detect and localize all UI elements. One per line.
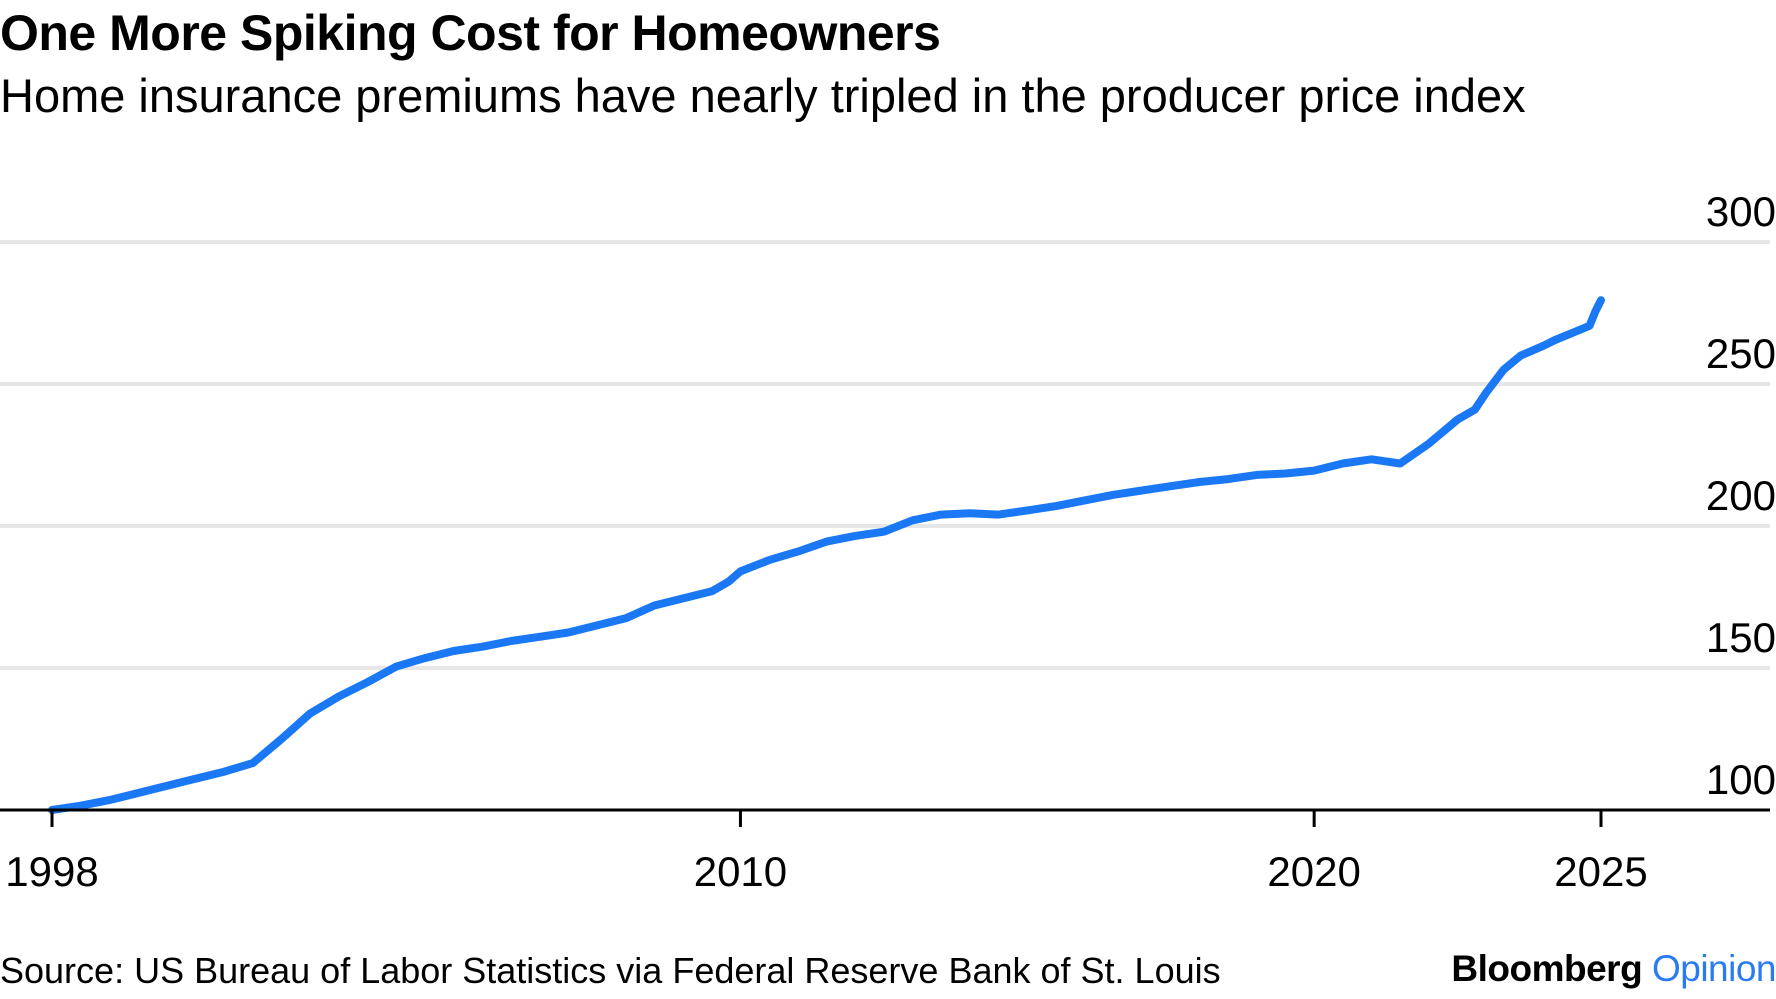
y-tick-labels: 100 150 200 250 300: [1706, 188, 1776, 803]
series-line-0: [48, 296, 1605, 814]
brand-accent: Opinion: [1651, 948, 1776, 989]
x-tick-label-1998: 1998: [5, 848, 98, 895]
chart-title: One More Spiking Cost for Homeowners: [0, 5, 941, 61]
y-tick-label-100: 100: [1706, 756, 1776, 803]
source-note: Source: US Bureau of Labor Statistics vi…: [0, 950, 1221, 991]
x-tick-label-2020: 2020: [1267, 848, 1360, 895]
y-tick-label-300: 300: [1706, 188, 1776, 235]
chart-subtitle: Home insurance premiums have nearly trip…: [0, 69, 1526, 122]
gridlines: [0, 240, 1770, 670]
x-ticks: 1998 2010 2020 2025: [5, 810, 1648, 895]
x-tick-label-2025: 2025: [1554, 848, 1647, 895]
y-tick-label-150: 150: [1706, 614, 1776, 661]
x-tick-label-2010: 2010: [694, 848, 787, 895]
bloomberg-opinion-logo: Bloomberg Opinion: [1451, 948, 1776, 990]
series-layer: [48, 296, 1605, 814]
y-tick-label-200: 200: [1706, 472, 1776, 519]
brand-main: Bloomberg: [1451, 948, 1643, 989]
y-tick-label-250: 250: [1706, 330, 1776, 377]
